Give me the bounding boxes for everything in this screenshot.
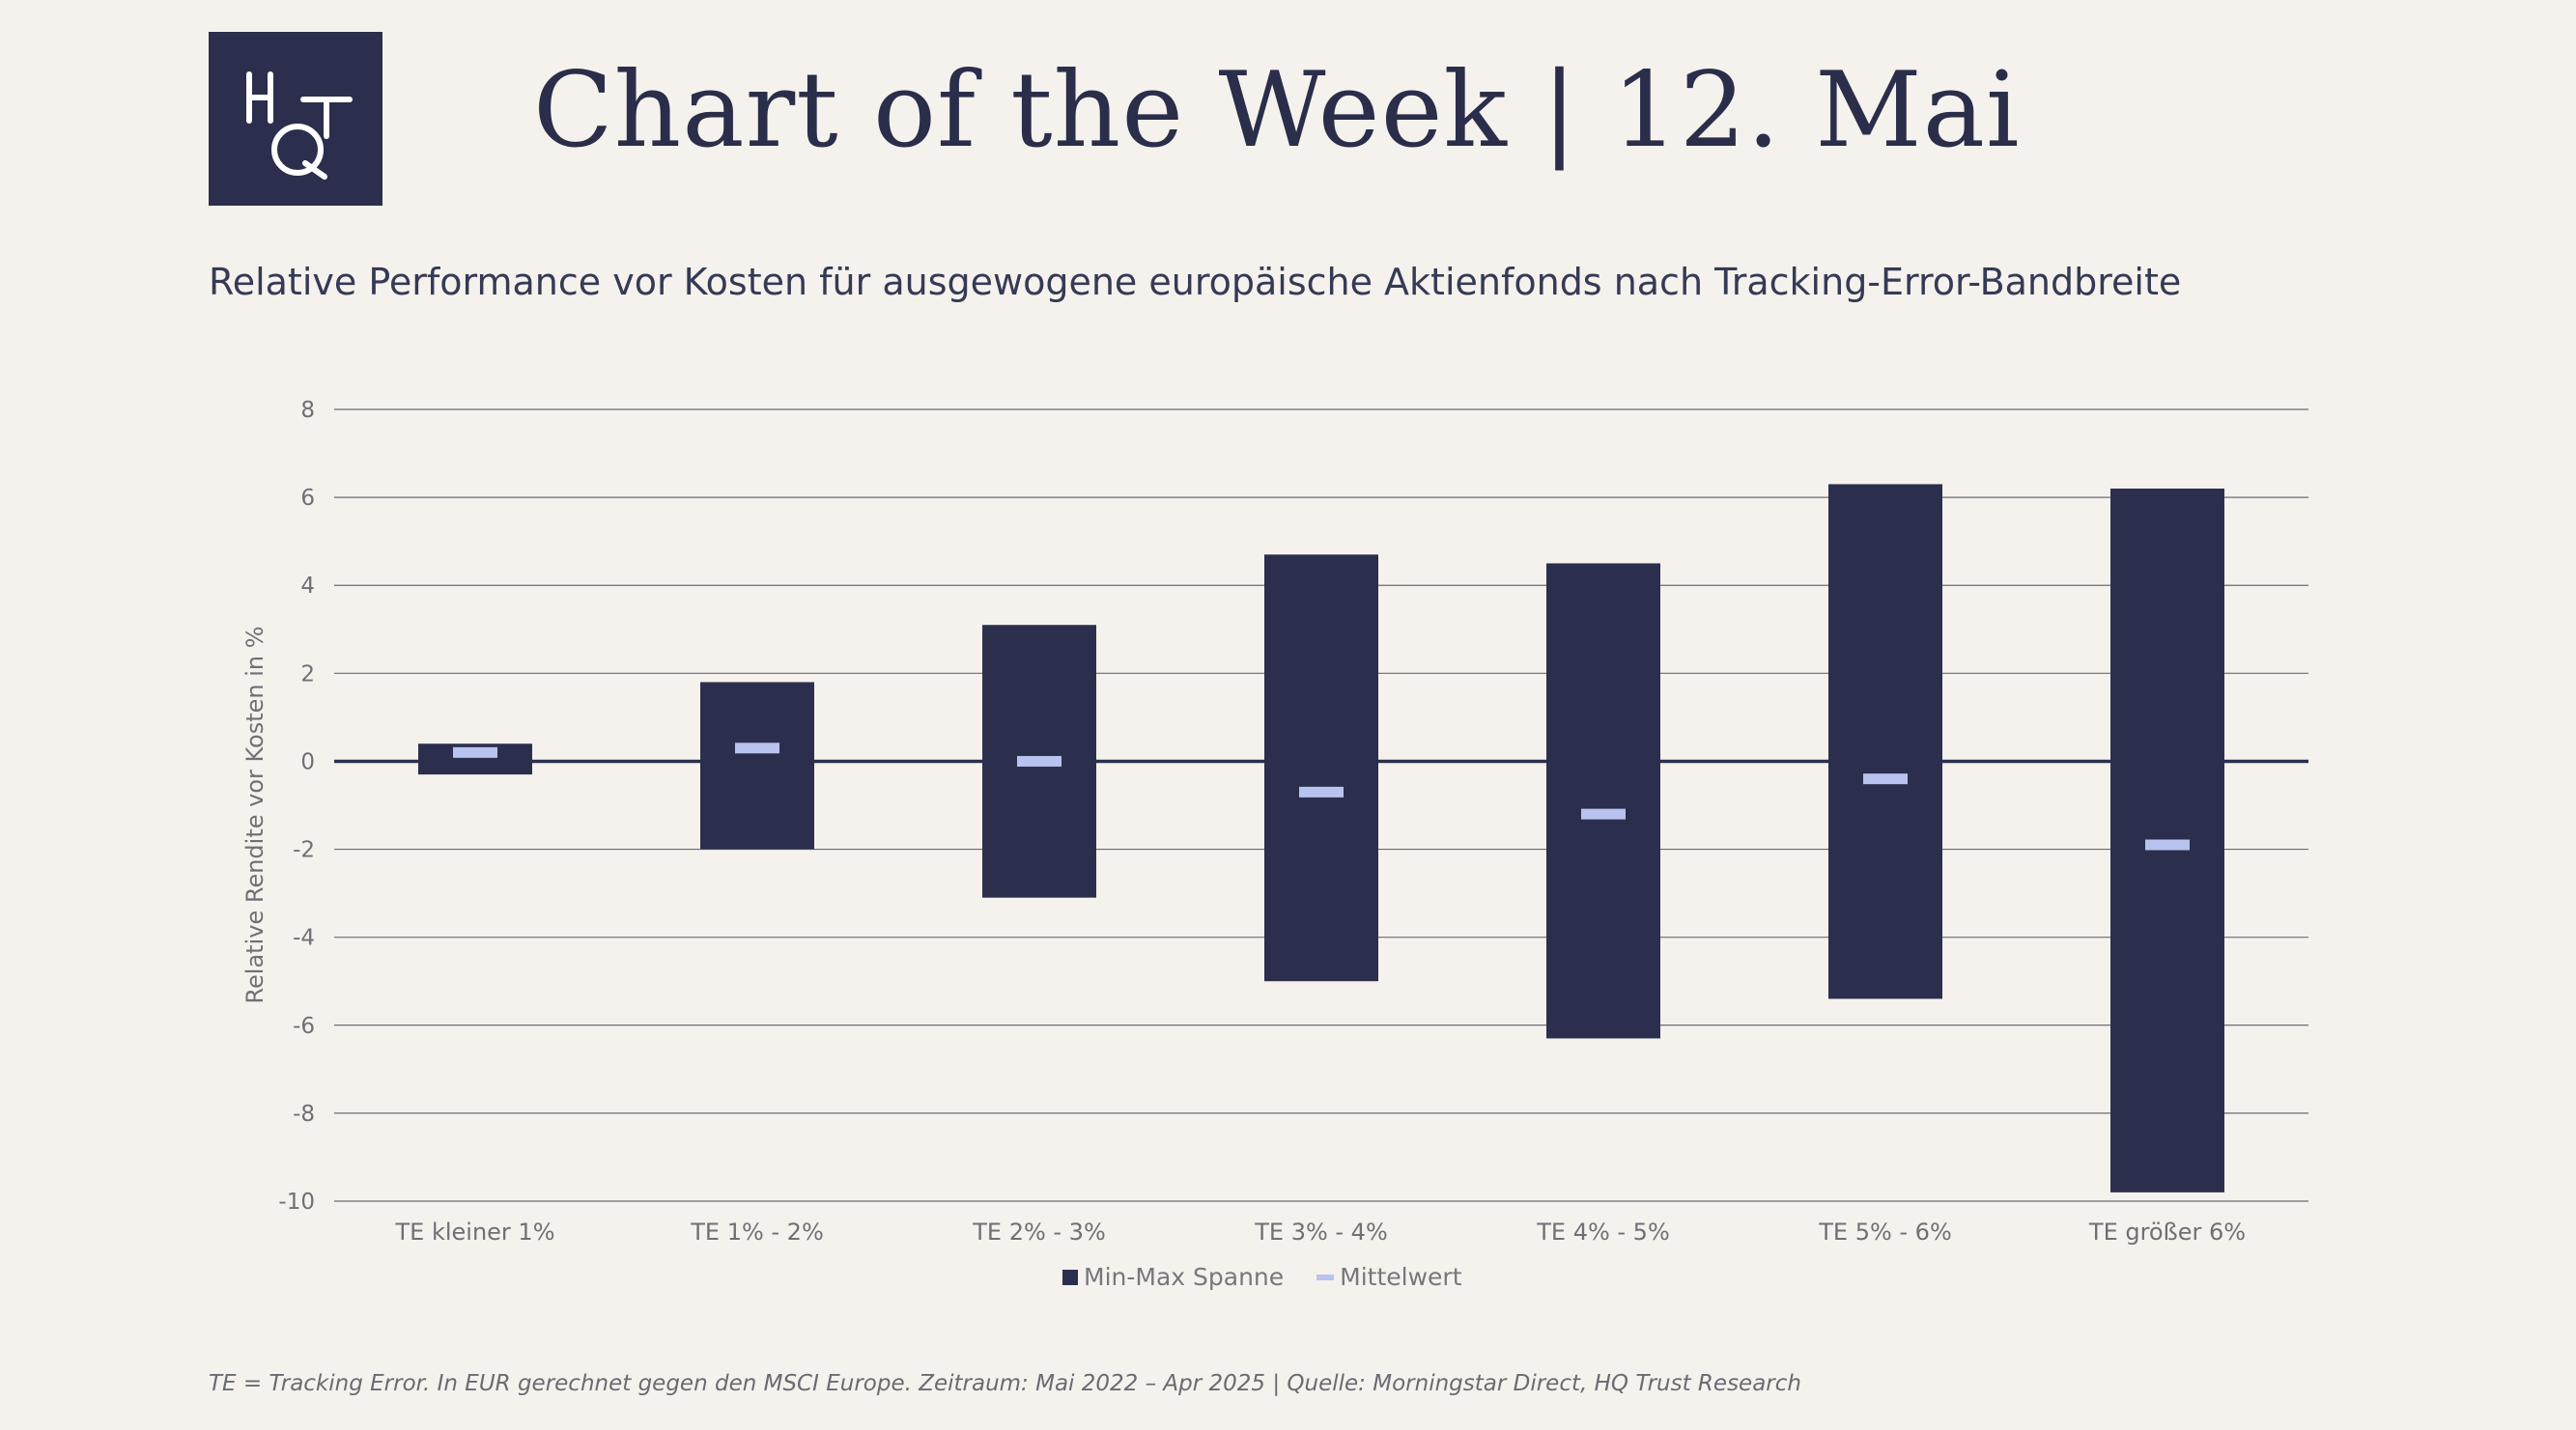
y-tick-label: -10 xyxy=(278,1190,315,1215)
range-bar xyxy=(1546,563,1660,1039)
x-tick-label: TE 2% - 3% xyxy=(972,1219,1106,1246)
y-tick-label: -2 xyxy=(293,838,315,863)
x-tick-label: TE größer 6% xyxy=(2088,1219,2246,1246)
legend-item-range: Min-Max Spanne xyxy=(1062,1263,1284,1291)
range-bar xyxy=(1264,554,1378,982)
mean-marker xyxy=(1863,773,1908,785)
range-bar xyxy=(700,682,814,850)
y-tick-label: 4 xyxy=(300,574,315,599)
page-title: Chart of the Week | 12. Mai xyxy=(533,50,2021,171)
x-tick-label: TE 5% - 6% xyxy=(1818,1219,1952,1246)
x-tick-label: TE kleiner 1% xyxy=(395,1219,555,1246)
chart-subtitle: Relative Performance vor Kosten für ausg… xyxy=(209,261,2182,303)
hqt-logo xyxy=(209,32,382,206)
legend-label-mean: Mittelwert xyxy=(1340,1263,1462,1291)
mean-marker xyxy=(1017,755,1062,767)
y-axis-title: Relative Rendite vor Kosten in % xyxy=(241,626,269,1003)
mean-marker xyxy=(1299,786,1344,798)
y-tick-label: -4 xyxy=(293,926,315,951)
legend-swatch-range xyxy=(1062,1269,1078,1285)
hqt-logo-mark xyxy=(246,71,353,180)
y-tick-label: 0 xyxy=(300,749,315,774)
mean-marker xyxy=(1581,808,1626,820)
y-tick-label: -6 xyxy=(293,1014,315,1039)
x-tick-label: TE 3% - 4% xyxy=(1254,1219,1388,1246)
legend-swatch-mean xyxy=(1316,1274,1335,1280)
range-bar xyxy=(1828,484,1942,999)
footnote: TE = Tracking Error. In EUR gerechnet ge… xyxy=(209,1371,1801,1396)
x-tick-label: TE 4% - 5% xyxy=(1536,1219,1670,1246)
y-tick-label: 8 xyxy=(300,398,315,423)
y-tick-label: -8 xyxy=(293,1102,315,1127)
y-tick-label: 2 xyxy=(300,661,315,687)
chart-legend: Min-Max Spanne Mittelwert xyxy=(1062,1263,1462,1291)
legend-item-mean: Mittelwert xyxy=(1316,1263,1462,1291)
mean-marker xyxy=(735,743,779,754)
mean-marker xyxy=(2145,839,2190,851)
x-tick-label: TE 1% - 2% xyxy=(690,1219,824,1246)
legend-label-range: Min-Max Spanne xyxy=(1084,1263,1285,1291)
mean-marker xyxy=(453,746,497,758)
y-tick-label: 6 xyxy=(300,486,315,511)
